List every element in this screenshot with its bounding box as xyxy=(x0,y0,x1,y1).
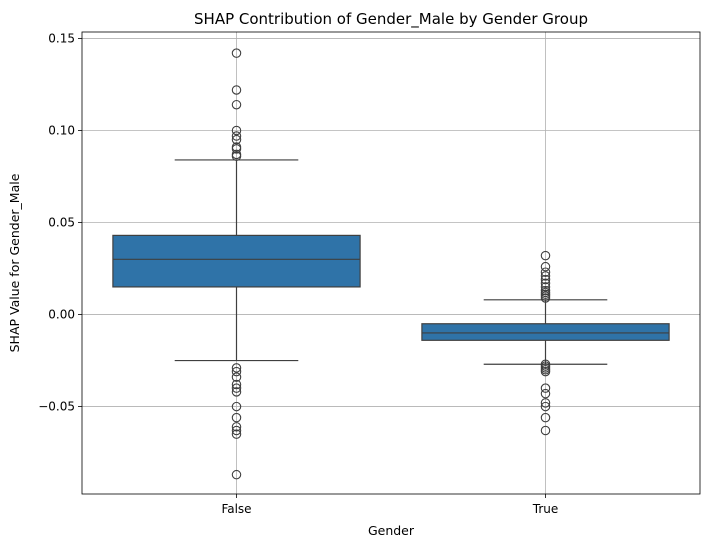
chart-title: SHAP Contribution of Gender_Male by Gend… xyxy=(194,10,588,29)
y-axis-label: SHAP Value for Gender_Male xyxy=(7,173,22,352)
outlier-point xyxy=(231,366,242,377)
outlier-point xyxy=(540,383,551,393)
outlier-point xyxy=(231,469,242,480)
outlier-point xyxy=(540,398,551,408)
y-tick-label: 0.15 xyxy=(48,31,75,45)
y-tick-label: −0.05 xyxy=(38,400,75,414)
outlier-point xyxy=(231,134,242,145)
iqr-box xyxy=(112,234,361,288)
box-true xyxy=(421,250,670,436)
outlier-point xyxy=(231,379,242,390)
outlier-point xyxy=(540,271,551,281)
outlier-point xyxy=(540,274,551,285)
x-axis-label: Gender xyxy=(368,523,415,538)
outlier-point xyxy=(540,293,551,303)
y-axis: −0.05 0.00 0.05 0.10 0.15 xyxy=(38,31,82,414)
y-tick-label: 0.10 xyxy=(48,123,75,137)
outlier-point xyxy=(540,401,551,412)
outlier-point xyxy=(540,282,551,292)
x-tick-label: True xyxy=(532,502,559,516)
outlier-point xyxy=(231,383,242,393)
outlier-point xyxy=(231,99,242,110)
outlier-point xyxy=(540,366,551,377)
outlier-point xyxy=(540,250,551,261)
outlier-point xyxy=(231,401,242,412)
outlier-point xyxy=(231,144,242,154)
outlier-point xyxy=(540,412,551,423)
outlier-point xyxy=(231,363,242,373)
outlier-point xyxy=(231,48,242,58)
outlier-point xyxy=(540,425,551,436)
y-tick-label: 0.05 xyxy=(48,216,75,230)
x-tick-label: False xyxy=(221,502,251,516)
outlier-point xyxy=(540,267,551,277)
outlier-point xyxy=(231,125,242,136)
outlier-point xyxy=(231,387,242,397)
y-tick-label: 0.00 xyxy=(48,308,75,322)
outlier-point xyxy=(231,422,242,432)
outlier-point xyxy=(540,261,551,272)
outlier-point xyxy=(231,429,242,439)
outlier-point xyxy=(231,131,242,141)
outlier-point xyxy=(231,85,242,95)
outlier-point xyxy=(540,388,551,399)
plot-frame xyxy=(81,31,701,495)
x-axis: False True xyxy=(221,494,558,516)
iqr-box xyxy=(421,323,670,341)
outlier-point xyxy=(231,425,242,436)
box-series xyxy=(112,48,670,480)
outlier-point xyxy=(231,412,242,423)
outlier-point xyxy=(231,151,242,161)
outlier-point xyxy=(231,372,242,382)
outlier-point xyxy=(540,278,551,288)
box-false xyxy=(112,48,361,480)
